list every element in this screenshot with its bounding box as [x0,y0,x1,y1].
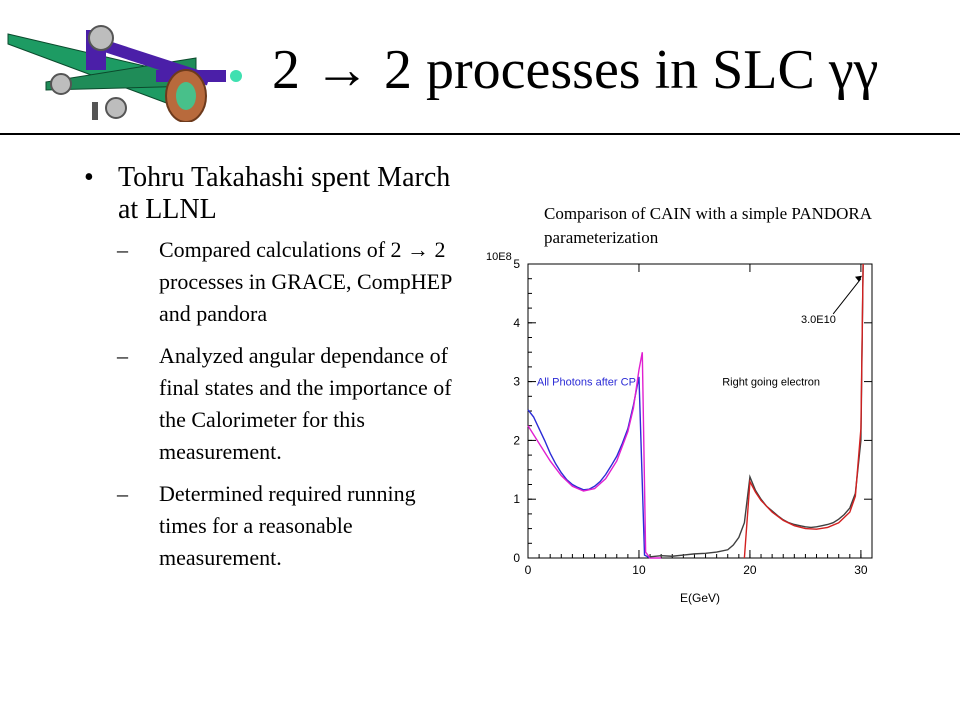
bullet-text: Tohru Takahashi spent March at LLNL [118,162,451,225]
series-line-3 [743,263,864,559]
x-tick-label: 30 [854,563,868,577]
title-suffix: 2 processes in SLC γγ [370,39,879,101]
y-scale-label: 10E8 [486,251,512,263]
photon-annotation: All Photons after CP [537,377,636,389]
series-line-0 [527,376,651,559]
sub-item-3: – Determined required running times for … [117,478,459,574]
y-tick-label: 1 [513,492,520,506]
y-tick-label: 3 [513,375,520,389]
x-tick-label: 20 [743,563,757,577]
arrow-icon: → [314,39,370,101]
series-line-1 [527,352,662,559]
chart-caption: Comparison of CAIN with a simple PANDORA… [544,204,872,247]
dash-icon: – [117,343,128,368]
sub-item-2: – Analyzed angular dependance of final s… [117,340,459,468]
sub-item-1: – Compared calculations of 2 → 2 process… [117,234,459,330]
peak-arrow-icon [832,278,862,315]
electron-annotation: Right going electron [722,377,820,389]
y-tick-label: 0 [513,551,520,565]
y-tick-label: 4 [513,316,520,330]
y-tick-label: 5 [513,257,520,271]
x-tick-label: 10 [632,563,646,577]
dash-icon: – [117,481,128,506]
bullet-item: • Tohru Takahashi spent March at LLNL [84,162,464,226]
title-divider [0,133,960,135]
bullet-icon: • [84,162,94,193]
y-tick-label: 2 [513,433,520,447]
title-prefix: 2 [272,39,314,101]
x-tick-label: 0 [525,563,532,577]
dash-icon: – [117,237,128,262]
peak-annotation: 3.0E10 [801,314,836,326]
bullet-list: • Tohru Takahashi spent March at LLNL – … [84,162,464,574]
sub-item-text: Determined required running times for a … [159,481,416,570]
peak-arrowhead-icon [855,275,863,282]
sub-item-text: Compared calculations of 2 → 2 processes… [159,237,452,326]
detector-logo [7,25,242,122]
plot-frame [527,263,873,559]
x-axis-label: E(GeV) [680,591,720,605]
page-title: 2 → 2 processes in SLC γγ [272,30,878,110]
sub-item-text: Analyzed angular dependance of final sta… [159,343,452,464]
series-line-2 [649,263,864,558]
